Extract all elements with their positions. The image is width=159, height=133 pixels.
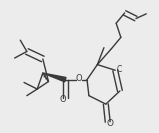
Text: O: O xyxy=(59,95,66,104)
Polygon shape xyxy=(43,73,66,82)
Text: C: C xyxy=(117,65,122,74)
Text: O: O xyxy=(107,119,114,128)
Text: O: O xyxy=(76,74,82,83)
